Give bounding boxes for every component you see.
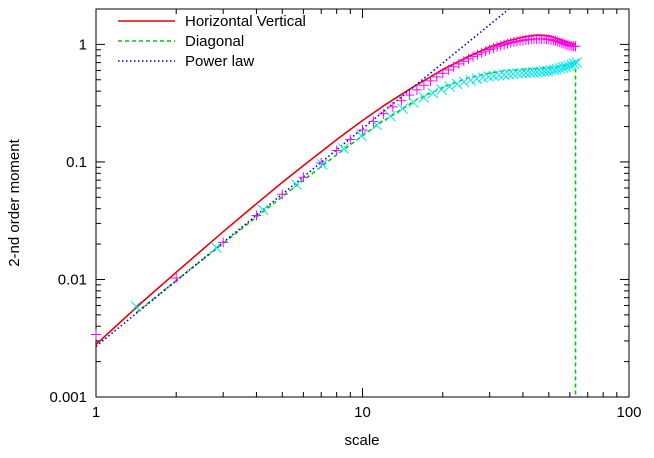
- legend-label: Power law: [185, 53, 254, 70]
- plus-marker: [378, 108, 389, 119]
- cross-marker: [427, 87, 439, 99]
- cross-marker: [560, 61, 572, 73]
- y-axis-label: 2-nd order moment: [6, 138, 23, 266]
- plus-marker: [472, 49, 483, 60]
- cross-marker: [568, 58, 580, 70]
- plus-marker: [396, 95, 407, 106]
- plus-marker: [558, 38, 569, 49]
- plus-marker: [562, 40, 573, 51]
- y-axis-ticks: 0.001 0.01 0.1 1: [49, 8, 629, 406]
- y-tick-label: 0.001: [49, 389, 87, 406]
- cross-marker: [355, 130, 367, 142]
- cross-marker: [397, 103, 408, 114]
- cross-marker: [451, 78, 463, 90]
- cross-marker: [408, 97, 420, 108]
- cross-marker: [371, 119, 383, 131]
- plus-marker: [277, 189, 288, 200]
- plus-marker: [345, 134, 356, 145]
- plus-marker: [443, 64, 454, 75]
- cross-marker: [338, 143, 349, 154]
- plus-marker: [548, 35, 559, 46]
- cross-marker: [551, 63, 563, 75]
- legend-label: Diagonal: [185, 33, 244, 50]
- plus-marker: [171, 272, 182, 283]
- plus-marker: [476, 47, 487, 58]
- plus-marker: [425, 75, 436, 86]
- line-horizontal-vertical: [96, 34, 576, 345]
- cross-marker: [554, 63, 566, 74]
- x-tick-label: 1: [92, 404, 100, 421]
- plus-marker: [453, 58, 464, 69]
- plus-marker: [463, 53, 474, 64]
- plus-marker: [468, 51, 479, 62]
- plus-marker: [560, 39, 571, 50]
- cross-marker: [317, 159, 328, 170]
- plus-marker: [570, 41, 581, 52]
- y-tick-label: 0.01: [58, 271, 87, 288]
- plus-marker: [251, 210, 262, 221]
- cross-marker: [130, 301, 142, 312]
- cross-marker: [493, 69, 505, 81]
- plus-marker: [431, 71, 442, 82]
- line-diagonal: [135, 59, 577, 397]
- legend: Horizontal Vertical Diagonal Power law: [118, 13, 306, 70]
- cross-marker: [516, 67, 528, 79]
- cross-marker: [291, 179, 302, 191]
- plus-marker: [298, 172, 309, 183]
- cross-marker: [436, 84, 447, 95]
- plus-marker: [437, 68, 448, 79]
- plus-marker: [387, 101, 398, 112]
- plus-marker: [357, 124, 368, 135]
- cross-marker: [503, 68, 515, 80]
- plus-marker: [448, 61, 459, 72]
- cross-marker: [488, 70, 500, 82]
- cross-marker: [458, 76, 470, 88]
- x-axis-ticks: 1 10 100: [92, 9, 642, 421]
- plus-marker: [418, 80, 429, 91]
- plot-marks: [91, 9, 583, 397]
- cross-marker: [507, 68, 519, 80]
- cross-marker: [571, 57, 583, 69]
- cross-marker: [557, 62, 569, 73]
- x-axis-label: scale: [344, 432, 379, 449]
- plus-marker: [91, 329, 101, 340]
- cross-marker: [444, 81, 455, 92]
- cross-marker: [257, 204, 269, 216]
- legend-label: Horizontal Vertical: [185, 13, 306, 30]
- cross-marker: [542, 65, 553, 77]
- plus-marker: [218, 237, 229, 248]
- cross-marker: [538, 66, 550, 77]
- cross-marker: [465, 74, 477, 86]
- plus-markers: [91, 33, 581, 340]
- x-tick-label: 100: [616, 404, 641, 421]
- cross-markers: [130, 57, 583, 312]
- cross-marker: [545, 65, 557, 76]
- plus-marker: [554, 37, 565, 48]
- cross-marker: [563, 60, 575, 72]
- cross-marker: [498, 69, 510, 80]
- plus-marker: [550, 35, 561, 46]
- plus-marker: [458, 56, 469, 67]
- plus-marker: [331, 145, 342, 156]
- cross-marker: [385, 110, 396, 122]
- plus-marker: [480, 46, 491, 57]
- plus-marker: [411, 84, 422, 95]
- cross-marker: [548, 64, 560, 76]
- y-tick-label: 1: [79, 36, 87, 53]
- cross-marker: [512, 68, 523, 79]
- cross-marker: [210, 242, 222, 253]
- cross-marker: [418, 92, 430, 103]
- x-tick-label: 10: [354, 404, 371, 421]
- plus-marker: [556, 38, 567, 49]
- y-tick-label: 0.1: [66, 154, 87, 171]
- cross-marker: [566, 59, 577, 71]
- plus-marker: [552, 36, 563, 47]
